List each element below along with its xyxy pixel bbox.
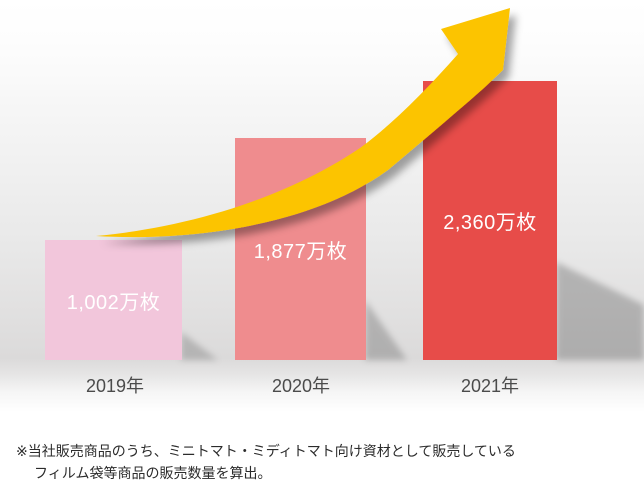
bar-2019: 1,002万枚 (45, 240, 182, 360)
footnote: ※当社販売商品のうち、ミニトマト・ミディトマト向け資材として販売している フィル… (16, 441, 626, 484)
axis-label-2021: 2021年 (460, 376, 520, 396)
bar-value-label-2020: 1,877万枚 (253, 240, 348, 263)
bar-value-label-2021: 2,360万枚 (443, 212, 537, 234)
bar-2020: 1,877万枚 (235, 138, 366, 360)
bar-value-label-2019: 1,002万枚 (66, 291, 161, 314)
bar-2021: 2,360万枚 (423, 81, 557, 360)
footnote-line-1: ※当社販売商品のうち、ミニトマト・ミディトマト向け資材として販売している (16, 443, 516, 459)
footnote-line-2: フィルム袋等商品の販売数量を算出。 (34, 464, 272, 481)
axis-label-2019: 2019年 (85, 376, 145, 396)
axis-label-2020: 2020年 (271, 376, 331, 396)
